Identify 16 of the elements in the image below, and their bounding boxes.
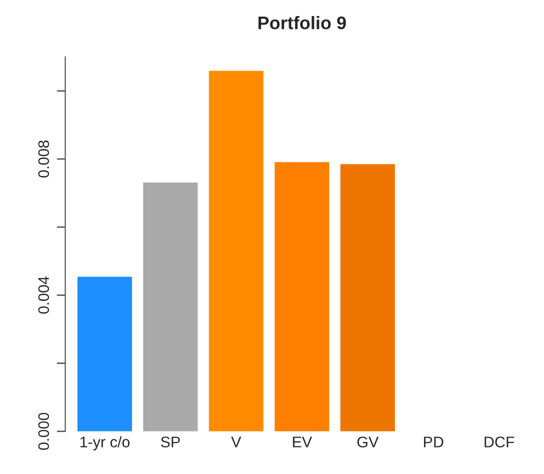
x-tick-label: PD [424, 436, 444, 448]
x-tick-label: SP [160, 436, 180, 448]
bar [143, 182, 198, 432]
x-tick-label: DCF [484, 436, 514, 448]
chart-title: Portfolio 9 [258, 16, 346, 30]
x-tick-label: V [231, 436, 242, 448]
y-tick-label: 0.004 [38, 276, 50, 314]
x-tick-label: EV [292, 436, 312, 448]
bar [274, 162, 330, 432]
text: 0.000 [38, 412, 50, 450]
bar [208, 70, 264, 432]
bar [77, 276, 132, 432]
bar [340, 164, 395, 432]
y-tick-label: 0.008 [38, 140, 50, 178]
x-tick-label: 1-yr c/o [80, 436, 130, 450]
x-tick-label: GV [357, 436, 379, 448]
